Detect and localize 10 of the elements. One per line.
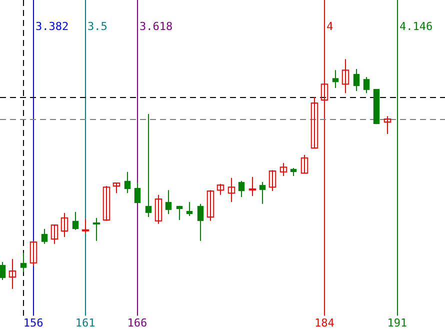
annotation: 3.5: [88, 20, 108, 33]
annotation: 3.382: [36, 20, 69, 33]
x-tick-label: 156: [23, 316, 44, 330]
annotation: 4.146: [400, 20, 433, 33]
x-tick-label: 184: [314, 316, 335, 330]
annotation: 4: [326, 20, 334, 33]
annotation: 3.618: [140, 20, 173, 33]
x-tick-label: 191: [387, 316, 408, 330]
x-tick-label: 161: [75, 316, 96, 330]
x-tick-label: 166: [127, 316, 148, 330]
